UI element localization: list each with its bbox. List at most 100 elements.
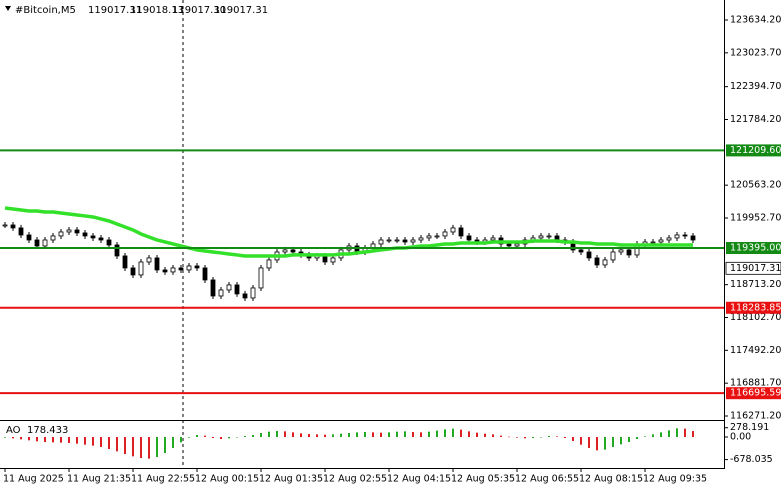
ao-bar xyxy=(164,437,166,453)
candle-body xyxy=(666,237,672,241)
level-label-box xyxy=(726,144,781,157)
y-tick-label: 120563.20 xyxy=(730,180,781,191)
candle-body xyxy=(18,227,24,236)
candle-body xyxy=(618,249,624,253)
ao-bar xyxy=(564,437,566,438)
ao-bar xyxy=(212,437,214,438)
x-tick-label: 12 Aug 09:35 xyxy=(643,474,707,485)
ao-bar xyxy=(508,436,510,438)
candle-body xyxy=(434,235,440,238)
candle-body xyxy=(58,231,64,237)
ao-bar xyxy=(108,437,110,449)
candle-body xyxy=(90,235,96,239)
ao-current: 178.433 xyxy=(27,425,68,436)
ao-bar xyxy=(276,431,278,437)
candle-body xyxy=(146,257,152,263)
x-tick-label: 11 Aug 21:35 xyxy=(67,474,131,485)
ao-bar xyxy=(364,432,366,437)
ao-bar xyxy=(52,437,54,443)
ao-bar xyxy=(356,432,358,437)
x-tick-label: 12 Aug 08:15 xyxy=(579,474,643,485)
candle-body xyxy=(74,229,80,234)
x-tick-label: 12 Aug 01:35 xyxy=(259,474,323,485)
ao-bar xyxy=(596,437,598,451)
ao-bar xyxy=(652,434,654,437)
candle-body xyxy=(610,251,616,261)
header-quote: 119018.13 xyxy=(130,5,184,16)
ao-bar xyxy=(412,432,414,437)
ao-tick-label: -678.035 xyxy=(730,454,773,465)
candle-body xyxy=(466,235,472,241)
candle-body xyxy=(442,231,448,237)
current-price-box xyxy=(725,261,781,275)
ao-bar xyxy=(244,436,246,437)
ao-bar xyxy=(452,428,454,437)
level-label: 118283.85 xyxy=(730,302,781,313)
ao-bar xyxy=(148,437,150,459)
candle-body xyxy=(114,244,120,257)
ao-tick-label: 278.191 xyxy=(730,422,769,433)
candle-body xyxy=(602,259,608,266)
candle-body xyxy=(418,237,424,241)
ao-bar xyxy=(348,433,350,437)
ao-bar xyxy=(684,428,686,437)
menu-arrow[interactable] xyxy=(5,6,11,11)
ao-bar xyxy=(76,437,78,444)
ao-tick-label: 0.00 xyxy=(730,432,751,443)
candle-body xyxy=(106,239,112,246)
ao-bar xyxy=(268,431,270,437)
ao-bar xyxy=(284,431,286,437)
candle-body xyxy=(10,224,16,229)
candle-body xyxy=(402,239,408,243)
x-tick-label: 12 Aug 02:55 xyxy=(323,474,387,485)
candle-body xyxy=(122,255,128,269)
ao-bar xyxy=(428,431,430,437)
ao-bar xyxy=(532,437,534,438)
candle-body xyxy=(330,257,336,263)
candle-body xyxy=(138,261,144,276)
level-label-box xyxy=(726,301,781,314)
ao-bar xyxy=(4,437,6,438)
candle-body xyxy=(66,229,72,233)
header-quote: 119017.31 xyxy=(88,5,142,16)
candle-body xyxy=(258,267,264,289)
y-tick-label: 118102.70 xyxy=(730,312,781,323)
ao-bar xyxy=(524,437,526,439)
ao-bar xyxy=(380,432,382,437)
ao-label: AO xyxy=(6,425,21,436)
candle-body xyxy=(26,234,32,241)
ao-bar xyxy=(140,437,142,458)
candle-body xyxy=(194,265,200,269)
candle-body xyxy=(226,284,232,291)
candle-body xyxy=(578,249,584,253)
y-tick-label: 123023.70 xyxy=(730,47,781,58)
ao-bar xyxy=(692,431,694,437)
ao-bar xyxy=(188,437,190,438)
candle-body xyxy=(2,224,8,227)
candle-body xyxy=(378,239,384,245)
candle-body xyxy=(130,267,136,276)
y-tick-label: 116271.20 xyxy=(730,411,781,422)
ao-bar xyxy=(132,437,134,457)
ao-bar xyxy=(548,436,550,437)
candle-body xyxy=(650,241,656,244)
ao-bar xyxy=(500,435,502,437)
ao-bar xyxy=(332,434,334,437)
candle-body xyxy=(290,249,296,253)
ao-bar xyxy=(572,437,574,441)
candle-body xyxy=(186,265,192,271)
candle-body xyxy=(538,235,544,239)
x-tick-label: 11 Aug 2025 xyxy=(3,474,64,485)
ao-bar xyxy=(636,437,638,439)
candle-body xyxy=(178,267,184,271)
candle-body xyxy=(210,279,216,297)
candle-body xyxy=(234,284,240,295)
ao-bar xyxy=(492,434,494,437)
ao-bar xyxy=(236,437,238,438)
ao-bar xyxy=(604,437,606,450)
ao-bar xyxy=(172,437,174,448)
ao-bar xyxy=(84,437,86,445)
ao-bar xyxy=(100,437,102,447)
